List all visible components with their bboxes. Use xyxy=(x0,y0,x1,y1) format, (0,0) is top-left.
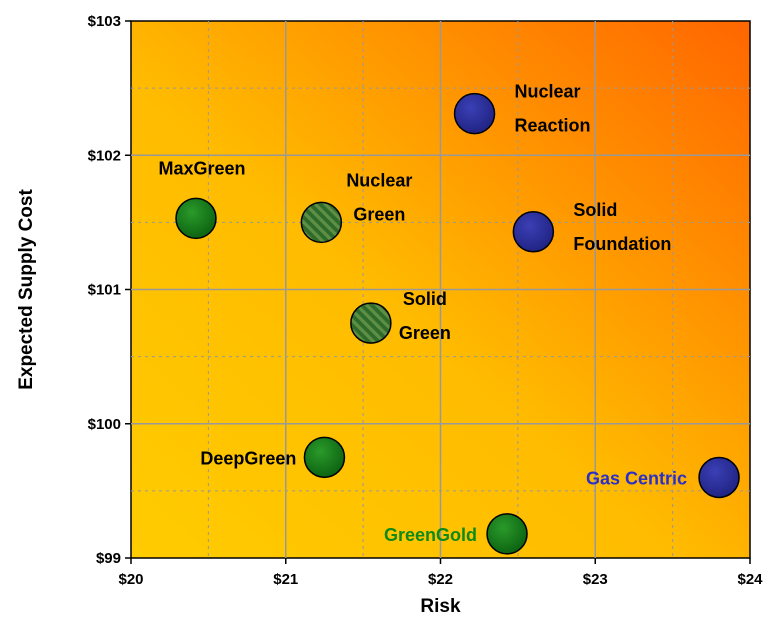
x-tick-label: $21 xyxy=(273,571,298,588)
label-gas-centric: Gas Centric xyxy=(586,468,687,488)
x-tick-label: $22 xyxy=(428,571,453,588)
label-solid-foundation: Solid Foundation xyxy=(573,200,671,254)
label-solid-green: Solid Green xyxy=(399,289,451,343)
label-maxgreen: MaxGreen xyxy=(158,158,245,178)
label-deepgreen: DeepGreen xyxy=(200,448,296,468)
y-axis-title: Expected Supply Cost xyxy=(16,189,37,390)
label-nuclear-reaction: Nuclear Reaction xyxy=(515,82,591,136)
point-solid-foundation xyxy=(512,211,555,253)
x-tick-label: $23 xyxy=(583,571,608,588)
y-tick-label: $103 xyxy=(88,13,121,30)
y-tick-label: $101 xyxy=(88,282,121,299)
point-solid-green xyxy=(350,302,392,344)
y-tick-label: $99 xyxy=(96,550,121,567)
point-deepgreen xyxy=(303,436,346,479)
y-tick-label: $102 xyxy=(88,147,121,164)
data-points xyxy=(175,92,740,555)
tick-labels: $20 $21 $22 $23 $24 $99 $100 $101 $102 $103 xyxy=(88,13,764,588)
x-tick-label: $24 xyxy=(737,571,763,588)
point-greengold xyxy=(486,513,528,555)
grid xyxy=(131,21,750,558)
point-nuclear-green xyxy=(300,201,343,244)
x-axis-title: Risk xyxy=(420,596,461,617)
point-nuclear-reaction xyxy=(453,92,496,135)
point-gas-centric xyxy=(698,456,740,499)
label-greengold: GreenGold xyxy=(384,525,477,545)
point-labels: Nuclear Reaction MaxGreen Nuclear Green Solid… xyxy=(158,82,687,545)
y-tick-label: $100 xyxy=(88,416,121,433)
label-nuclear-green: Nuclear Green xyxy=(346,170,412,224)
x-tick-label: $20 xyxy=(118,571,143,588)
point-maxgreen xyxy=(175,197,217,240)
